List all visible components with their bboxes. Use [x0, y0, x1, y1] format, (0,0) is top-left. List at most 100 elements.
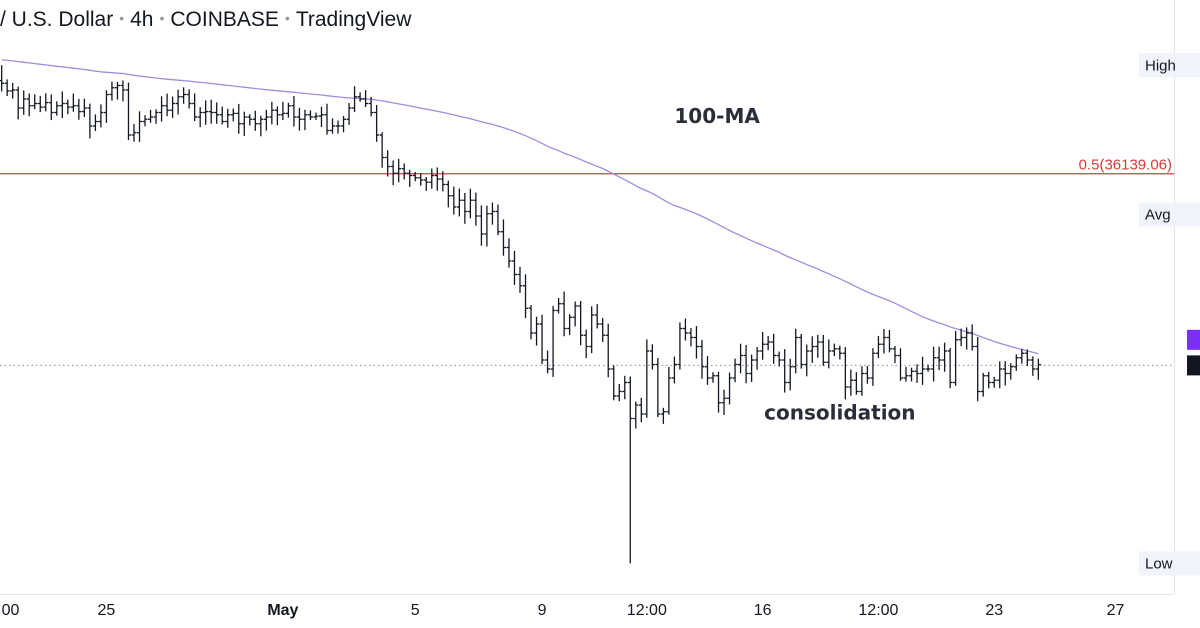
ohlc-bar	[70, 93, 76, 112]
time-axis-label: 00	[2, 602, 20, 619]
ohlc-bar	[296, 107, 302, 131]
ohlc-bar	[352, 86, 358, 113]
ohlc-bar	[10, 82, 16, 99]
ohlc-bar	[120, 80, 126, 102]
ohlc-bar	[600, 317, 606, 343]
ohlc-bar	[307, 110, 313, 121]
time-axis-label: 25	[98, 602, 116, 619]
ohlc-bar	[644, 339, 650, 418]
ohlc-bar	[721, 389, 727, 416]
ohlc-bar	[318, 106, 324, 128]
ohlc-bar	[765, 335, 771, 351]
ohlc-bar	[749, 354, 755, 382]
ohlc-bar	[616, 384, 622, 402]
ohlc-bar	[942, 342, 948, 372]
ma-annotation[interactable]: 100-MA	[674, 104, 760, 128]
ohlc-bar	[727, 372, 733, 405]
ohlc-bar	[964, 327, 970, 350]
ohlc-bar	[263, 109, 269, 131]
ohlc-bar	[236, 103, 242, 134]
time-axis-label: 9	[538, 602, 547, 619]
ohlc-bar	[842, 347, 848, 400]
ohlc-bar	[583, 329, 589, 359]
ohlc-bar	[594, 304, 600, 329]
ohlc-bar	[716, 371, 722, 413]
ohlc-bar	[793, 328, 799, 374]
ohlc-bar	[324, 103, 330, 135]
header-separator: •	[159, 10, 165, 26]
ohlc-bar	[429, 168, 435, 189]
ohlc-bar	[495, 204, 501, 236]
ohlc-bar	[528, 305, 534, 340]
ohlc-bar	[693, 326, 699, 359]
ohlc-bar	[997, 361, 1003, 389]
ohlc-bar	[164, 93, 170, 117]
ohlc-bar	[953, 330, 959, 386]
ohlc-bar	[991, 376, 997, 388]
ohlc-bar	[280, 101, 286, 121]
ohlc-bar	[186, 89, 192, 109]
ohlc-bar	[936, 346, 942, 371]
high-price-tag: High	[1139, 53, 1200, 78]
ohlc-bar	[478, 205, 484, 246]
ohlc-bar	[859, 366, 865, 396]
ohlc-bar	[892, 346, 898, 364]
exchange-label: COINBASE	[170, 8, 279, 31]
ohlc-bar	[247, 114, 253, 126]
ohlc-bar	[81, 98, 87, 118]
ohlc-bar	[897, 348, 903, 381]
ohlc-bar	[1035, 358, 1041, 380]
ohlc-bar	[567, 314, 573, 336]
ohlc-bar	[958, 328, 964, 347]
interval-label[interactable]: 4h	[130, 8, 154, 31]
ohlc-bar	[776, 351, 782, 367]
ohlc-bar	[534, 316, 540, 346]
ohlc-bar	[920, 356, 926, 385]
chart-header: / U.S. Dollar • 4h • COINBASE • TradingView	[0, 8, 411, 32]
ohlc-bar	[423, 177, 429, 191]
ohlc-bar	[975, 337, 981, 402]
ohlc-bar	[48, 94, 54, 121]
ohlc-bar	[103, 90, 109, 123]
ohlc-bar	[523, 274, 529, 319]
ohlc-bar	[914, 364, 920, 383]
ohlc-bar	[760, 332, 766, 360]
time-axis-label: 16	[754, 602, 772, 619]
ohlc-bar	[363, 90, 369, 108]
ohlc-bar	[0, 65, 5, 92]
ohlc-bar	[732, 358, 738, 383]
avg-price-tag: Avg	[1139, 202, 1200, 227]
ohlc-bar	[589, 306, 595, 354]
consolidation-annotation[interactable]: consolidation	[764, 400, 915, 424]
ohlc-bar	[539, 314, 545, 365]
ohlc-bar	[931, 346, 937, 382]
ohlc-bar	[743, 344, 749, 384]
ohlc-bar	[556, 297, 562, 314]
ohlc-bar	[809, 336, 815, 363]
ohlc-bar	[1008, 363, 1014, 380]
ohlc-bar	[1030, 356, 1036, 376]
moving-average-line[interactable]	[1, 59, 1039, 355]
ohlc-bar	[175, 89, 181, 115]
ohlc-bar	[252, 110, 258, 131]
ohlc-bar	[484, 205, 490, 247]
ohlc-bar	[285, 102, 291, 118]
ohlc-bar	[87, 103, 93, 139]
ohlc-bar	[54, 101, 60, 116]
ohlc-bar	[633, 401, 639, 429]
avg-tag-background	[1139, 202, 1200, 227]
ohlc-bar	[379, 132, 385, 168]
low-price-tag: Low	[1139, 551, 1200, 576]
ohlc-bar	[125, 82, 131, 141]
ohlc-bar	[230, 108, 236, 122]
ohlc-bar	[572, 301, 578, 327]
ohlc-bar	[820, 334, 826, 366]
ohlc-bar	[710, 372, 716, 383]
ohlc-bar	[649, 344, 655, 370]
ohlc-bar	[98, 104, 104, 128]
ma-price-marker	[1187, 329, 1200, 350]
ohlc-bar	[798, 333, 804, 369]
header-separator: •	[119, 10, 125, 26]
ohlc-bar	[561, 291, 567, 337]
